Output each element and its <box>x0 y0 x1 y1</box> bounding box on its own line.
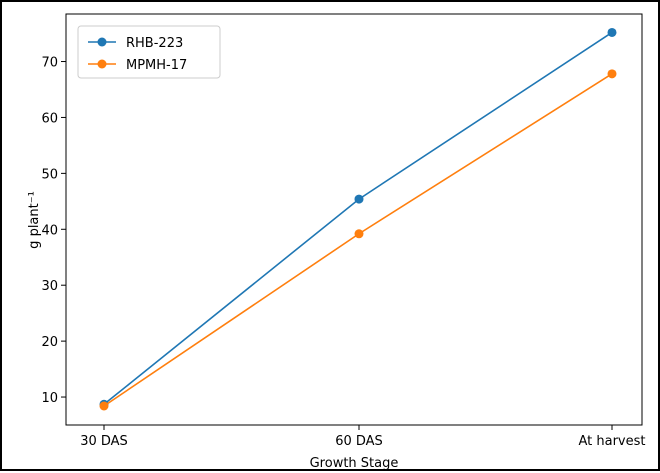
y-axis-title: g plant⁻¹ <box>27 191 42 249</box>
y-tick-label-70: 70 <box>41 56 58 71</box>
x-axis-title: Growth Stage <box>310 456 399 471</box>
legend-label-rhb-223: RHB-223 <box>126 36 183 51</box>
legend-marker-rhb-223 <box>97 37 107 47</box>
x-tick-label-at-harvest: At harvest <box>578 434 645 449</box>
plot-area <box>65 13 643 426</box>
data-point-rhb-223-at-harvest <box>607 27 617 37</box>
y-tick-label-30: 30 <box>41 279 58 294</box>
y-tick-label-10: 10 <box>41 391 58 406</box>
series-layer <box>99 27 617 411</box>
data-point-rhb-223-60-das <box>354 194 364 204</box>
y-tick-label-20: 20 <box>41 335 58 350</box>
data-point-mpmh-17-60-das <box>354 229 364 239</box>
legend-marker-mpmh-17 <box>97 59 107 69</box>
legend-label-mpmh-17: MPMH-17 <box>126 58 187 73</box>
y-tick-label-50: 50 <box>41 167 58 182</box>
y-tick-label-40: 40 <box>41 223 58 238</box>
data-point-mpmh-17-at-harvest <box>607 69 617 79</box>
x-tick-label-60-das: 60 DAS <box>335 434 383 449</box>
y-axis: 10 20 30 40 50 60 70 <box>41 56 66 406</box>
x-tick-label-30-das: 30 DAS <box>80 434 128 449</box>
legend: RHB-223 MPMH-17 <box>77 25 221 79</box>
y-tick-label-60: 60 <box>41 111 58 126</box>
legend-box <box>77 25 221 79</box>
data-point-mpmh-17-30-das <box>99 401 109 411</box>
x-axis: 30 DAS 60 DAS At harvest <box>80 425 646 449</box>
